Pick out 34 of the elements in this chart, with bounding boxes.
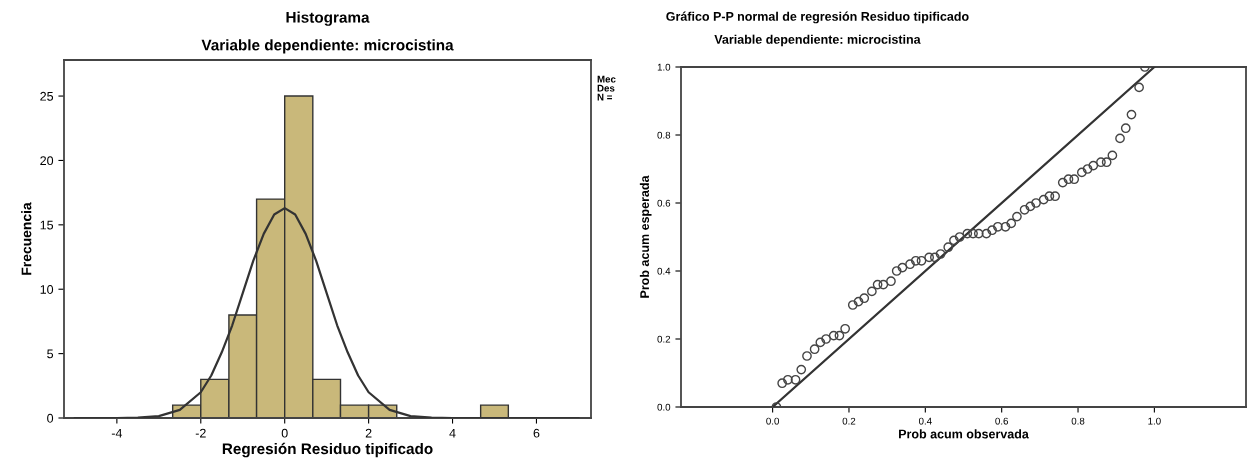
y-tick-label: 15 bbox=[40, 220, 54, 230]
x-tick-label: 0.8 bbox=[1071, 417, 1085, 425]
x-tick-label: 2 bbox=[365, 428, 372, 438]
x-tick-label: -4 bbox=[111, 428, 123, 438]
x-tick-label: 4 bbox=[449, 428, 456, 438]
chart-title: Gráfico P-P normal de regresión Residuo tipificado bbox=[666, 11, 969, 24]
y-tick-label: 25 bbox=[40, 91, 54, 101]
x-tick-label: 6 bbox=[533, 428, 540, 438]
y-axis-title: Prob acum esperada bbox=[639, 175, 652, 298]
y-tick-label: 10 bbox=[40, 285, 54, 294]
y-tick-label: 0.8 bbox=[657, 131, 671, 139]
y-tick-label: 1.0 bbox=[657, 63, 671, 71]
x-tick-label: 0 bbox=[281, 428, 288, 438]
y-tick-label: 0.0 bbox=[657, 403, 671, 411]
x-tick-label: 0.6 bbox=[995, 417, 1009, 425]
y-tick-label: 5 bbox=[47, 349, 54, 359]
chart-subtitle: Variable dependiente: microcistina bbox=[201, 39, 454, 54]
text: Des bbox=[597, 84, 615, 92]
x-tick-label: 1.0 bbox=[1148, 417, 1161, 425]
x-tick-label: 0.2 bbox=[842, 417, 856, 425]
x-axis-title: Prob acum observada bbox=[899, 429, 1029, 439]
x-axis-title: Regresión Residuo tipificado bbox=[222, 442, 433, 458]
x-tick-label: -2 bbox=[195, 428, 206, 438]
y-tick-label: 20 bbox=[40, 156, 54, 166]
x-tick-label: 0.0 bbox=[766, 417, 779, 425]
text: Mec bbox=[597, 75, 616, 83]
text: N = bbox=[597, 93, 612, 101]
y-tick-label: 0.2 bbox=[657, 335, 671, 343]
y-tick-label: 0.6 bbox=[657, 199, 671, 207]
y-tick-label: 0.4 bbox=[657, 267, 671, 275]
x-tick-label: 0.4 bbox=[918, 417, 932, 425]
y-axis-title: Frecuencia bbox=[21, 202, 32, 275]
chart-title: Histograma bbox=[286, 11, 370, 26]
chart-subtitle: Variable dependiente: microcistina bbox=[714, 34, 921, 47]
